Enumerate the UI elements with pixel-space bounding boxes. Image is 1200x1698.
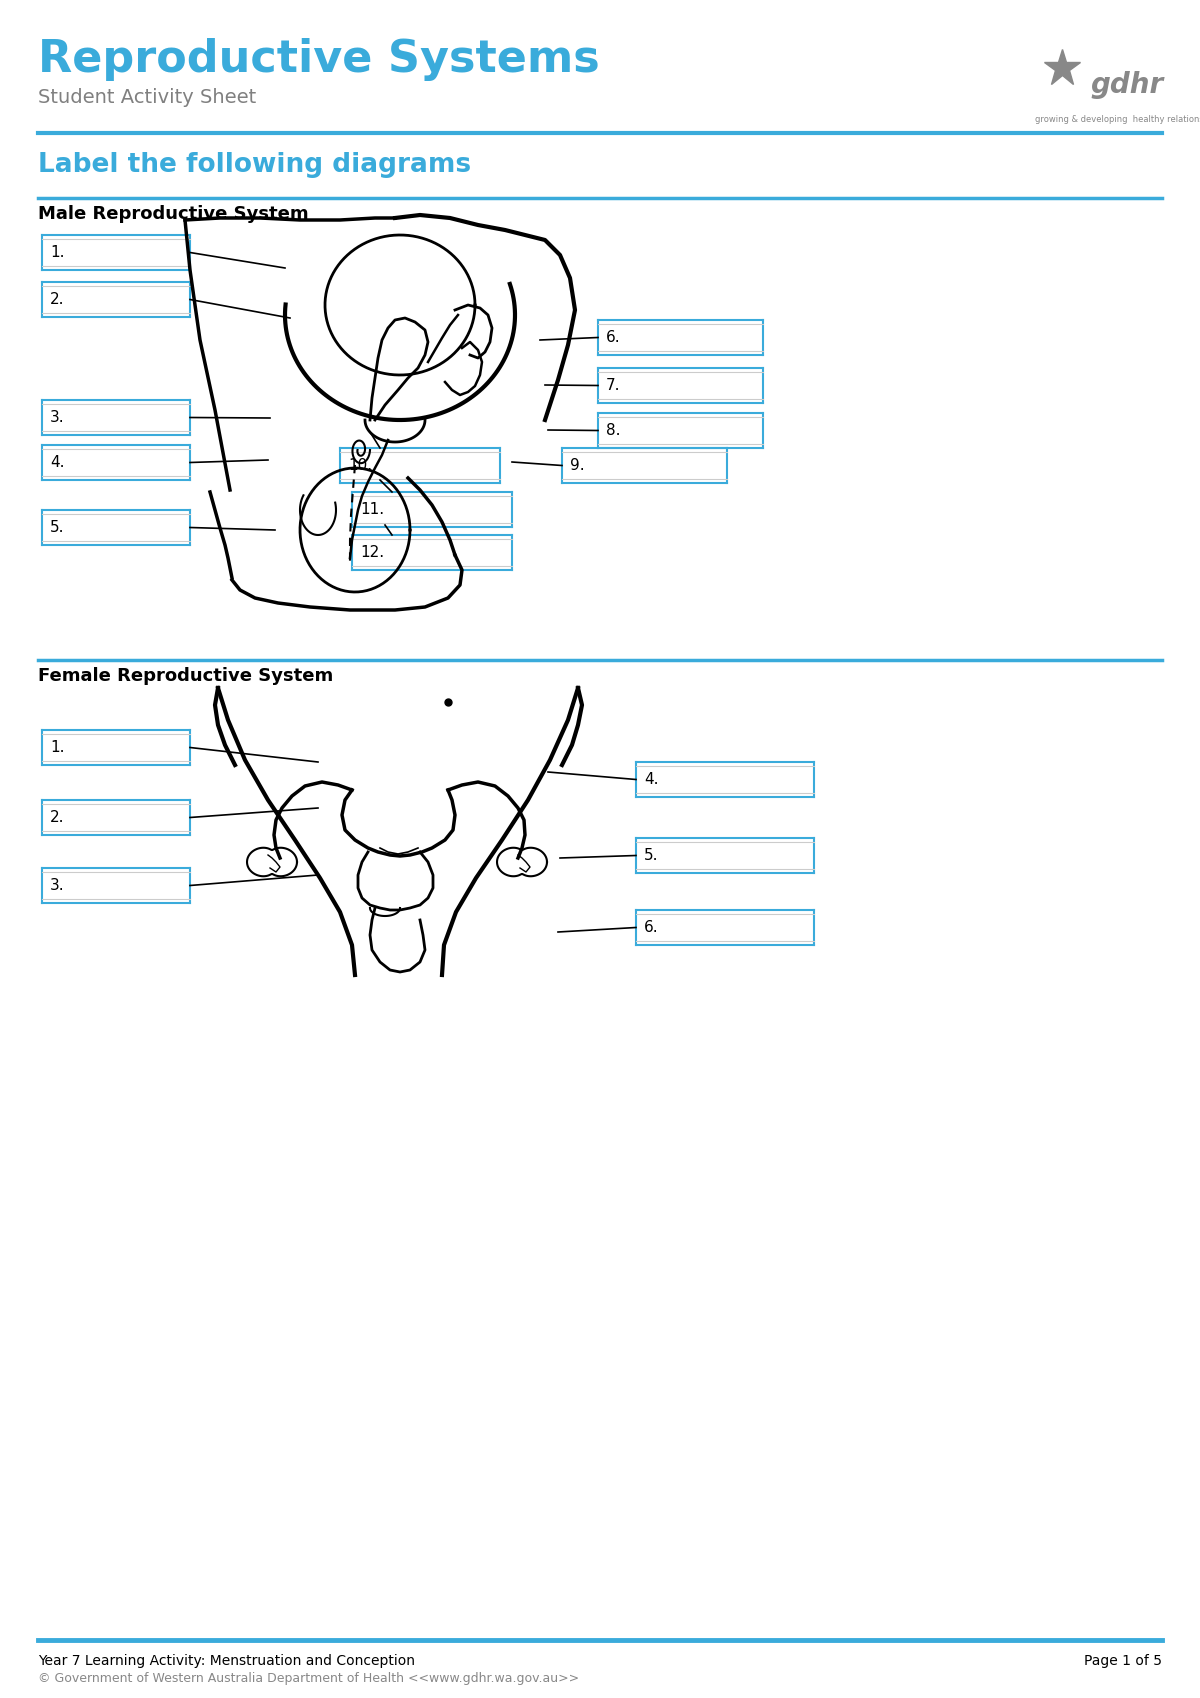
Text: 4.: 4. [644,773,659,786]
Text: 6.: 6. [606,329,620,345]
Text: Label the following diagrams: Label the following diagrams [38,153,472,178]
Text: Student Activity Sheet: Student Activity Sheet [38,88,257,107]
Bar [562,448,727,482]
Bar [42,509,190,545]
Bar [42,730,190,766]
Text: 11.: 11. [360,503,384,516]
Text: Male Reproductive System: Male Reproductive System [38,205,308,222]
Bar [636,762,814,796]
Bar [598,368,763,402]
Text: Reproductive Systems: Reproductive Systems [38,37,600,82]
Bar [636,839,814,873]
Bar [42,800,190,835]
Bar [598,319,763,355]
Text: 4.: 4. [50,455,65,470]
Text: 9.: 9. [570,458,584,474]
Text: 7.: 7. [606,379,620,392]
Text: Year 7 Learning Activity: Menstruation and Conception: Year 7 Learning Activity: Menstruation a… [38,1654,415,1667]
Text: 2.: 2. [50,292,65,307]
Bar [42,234,190,270]
Text: 2.: 2. [50,810,65,825]
Bar [340,448,500,482]
Bar [598,413,763,448]
Text: 5.: 5. [50,520,65,535]
Text: gdhr: gdhr [1090,71,1163,98]
Bar [42,868,190,903]
Bar [352,492,512,526]
Text: Page 1 of 5: Page 1 of 5 [1084,1654,1162,1667]
Bar [352,535,512,571]
Bar [42,401,190,435]
Text: 8.: 8. [606,423,620,438]
Text: 1.: 1. [50,740,65,756]
Text: Female Reproductive System: Female Reproductive System [38,667,334,684]
Text: 3.: 3. [50,878,65,893]
Bar [636,910,814,946]
Bar [42,282,190,318]
Text: 1.: 1. [50,245,65,260]
Text: © Government of Western Australia Department of Health <<www.gdhr.wa.gov.au>>: © Government of Western Australia Depart… [38,1673,580,1684]
Text: 5.: 5. [644,847,659,863]
Text: 10.: 10. [348,458,372,474]
Text: growing & developing  healthy relationships: growing & developing healthy relationshi… [1034,115,1200,124]
Text: 12.: 12. [360,545,384,560]
Bar [42,445,190,481]
Text: 6.: 6. [644,920,659,936]
Text: 3.: 3. [50,409,65,424]
